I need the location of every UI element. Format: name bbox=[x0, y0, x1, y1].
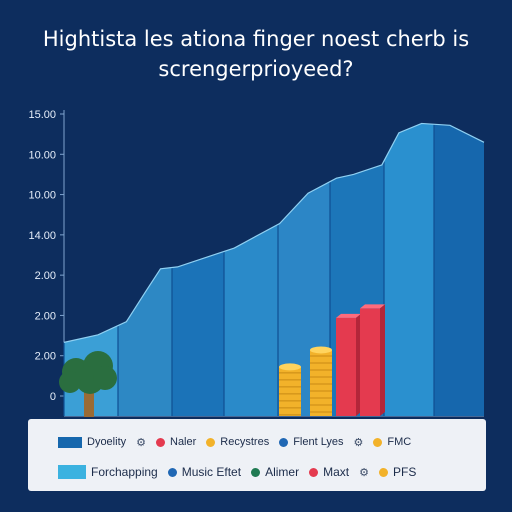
legend-row-2: Forchapping Music Eftet Alimer Maxt ⚙ PFS bbox=[58, 463, 478, 481]
area-band bbox=[434, 124, 484, 416]
legend-item: Flent Lyes bbox=[279, 436, 344, 448]
legend-swatch bbox=[378, 467, 388, 477]
bar-side bbox=[380, 304, 385, 416]
legend-label: Alimer bbox=[265, 465, 300, 479]
legend-swatch bbox=[206, 437, 216, 447]
y-axis: 15.00 10.00 10.00 14.00 2.00 2.00 2.00 0 bbox=[28, 109, 484, 417]
legend-swatch bbox=[58, 436, 82, 448]
legend-item: Alimer bbox=[251, 465, 299, 479]
legend-label: PFS bbox=[392, 465, 417, 479]
y-tick-label: 0 bbox=[50, 391, 56, 403]
bar-front bbox=[336, 317, 356, 416]
y-tick-label: 15.00 bbox=[28, 109, 56, 121]
gear-icon: ⚙ bbox=[136, 436, 146, 449]
tree-trunk bbox=[84, 385, 94, 417]
legend-item: ⚙ bbox=[354, 436, 364, 449]
legend-label: Dyoelity bbox=[87, 436, 127, 448]
legend-label: Maxt bbox=[323, 465, 350, 479]
area-band bbox=[118, 267, 172, 416]
coin-body bbox=[279, 366, 301, 416]
red-bar bbox=[360, 304, 385, 416]
y-tick-label: 2.00 bbox=[35, 310, 56, 322]
y-tick-label: 10.00 bbox=[28, 190, 56, 202]
coin-body bbox=[310, 349, 332, 416]
bar-top bbox=[360, 304, 385, 309]
legend-item: Naler bbox=[156, 436, 196, 448]
legend-swatch bbox=[309, 467, 319, 477]
legend-item: ⚙ bbox=[136, 436, 146, 449]
bar-front bbox=[360, 308, 380, 416]
legend-label: Music Eftet bbox=[181, 465, 242, 479]
coin-stack bbox=[279, 363, 301, 416]
area-band bbox=[384, 123, 434, 416]
legend-swatch bbox=[251, 467, 261, 477]
legend-item: Maxt bbox=[309, 465, 349, 479]
bar-top bbox=[336, 313, 361, 318]
gear-icon: ⚙ bbox=[353, 436, 364, 449]
gear-icon: ⚙ bbox=[359, 466, 369, 479]
legend-swatch bbox=[279, 437, 289, 447]
tree-foliage bbox=[59, 371, 81, 393]
red-bars bbox=[336, 304, 385, 416]
coin-top bbox=[279, 363, 301, 371]
legend-item: ⚙ bbox=[359, 466, 369, 479]
area-bands bbox=[63, 122, 485, 416]
legend-label: Forchapping bbox=[91, 465, 158, 479]
area-band bbox=[172, 251, 224, 416]
legend-item: PFS bbox=[378, 465, 417, 479]
legend-label: FMC bbox=[387, 436, 412, 448]
coin-stack bbox=[310, 346, 332, 416]
legend-item: FMC bbox=[373, 436, 411, 448]
legend-item: Forchapping bbox=[58, 465, 158, 479]
area-outline bbox=[63, 122, 485, 343]
coin-stacks bbox=[279, 346, 332, 416]
tree-foliage bbox=[93, 366, 117, 390]
legend-label: Recystres bbox=[220, 436, 270, 448]
y-tick-label: 10.00 bbox=[28, 149, 56, 161]
legend-item: Recystres bbox=[206, 436, 269, 448]
legend-item: Music Eftet bbox=[167, 465, 242, 479]
bar-side bbox=[356, 313, 361, 416]
legend-label: Flent Lyes bbox=[293, 436, 344, 448]
y-tick-label: 14.00 bbox=[28, 230, 56, 242]
legend: Dyoelity ⚙ Naler Recystres Flent Lyes ⚙ FMC Fo… bbox=[28, 419, 486, 491]
y-tick-label: 2.00 bbox=[35, 351, 56, 363]
red-bar bbox=[336, 313, 361, 416]
chart-title: Hightista les ationa finger noest cherb … bbox=[42, 27, 470, 81]
area-band bbox=[224, 224, 278, 416]
legend-swatch bbox=[156, 437, 165, 447]
legend-swatch bbox=[373, 437, 383, 447]
legend-item: Dyoelity bbox=[58, 436, 126, 448]
legend-row-1: Dyoelity ⚙ Naler Recystres Flent Lyes ⚙ FMC bbox=[58, 433, 478, 451]
coin-top bbox=[310, 346, 332, 354]
legend-swatch bbox=[167, 467, 177, 477]
y-tick-label: 2.00 bbox=[35, 270, 56, 282]
legend-swatch bbox=[58, 465, 86, 479]
legend-label: Naler bbox=[170, 436, 197, 448]
tree-icon bbox=[59, 351, 117, 417]
